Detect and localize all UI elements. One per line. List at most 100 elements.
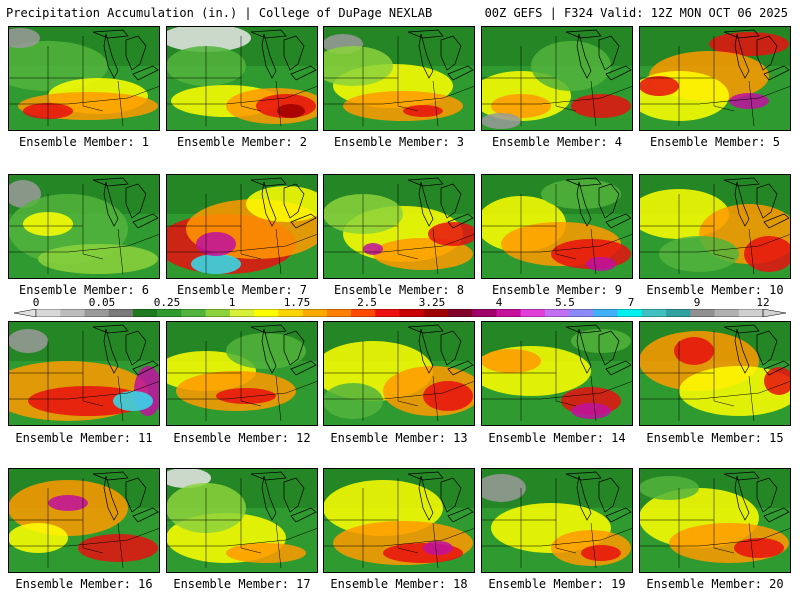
ensemble-panel	[8, 321, 160, 426]
ensemble-member-label: Ensemble Member: 18	[330, 577, 468, 591]
ensemble-member-label: Ensemble Member: 3	[333, 135, 465, 149]
colorbar-swatch	[593, 309, 618, 317]
ensemble-member-label: Ensemble Member: 17	[173, 577, 311, 591]
ensemble-member-label: Ensemble Member: 6	[18, 283, 150, 297]
legend-tick-label: 5.5	[555, 296, 575, 309]
ensemble-member-label: Ensemble Member: 14	[488, 431, 626, 445]
ensemble-member-label: Ensemble Member: 11	[15, 431, 153, 445]
legend-tick-label: 12	[756, 296, 770, 309]
ensemble-panel	[166, 26, 318, 131]
precip-map	[639, 468, 791, 573]
colorbar-swatch	[84, 309, 109, 317]
ensemble-member-label: Ensemble Member: 9	[491, 283, 623, 297]
colorbar-swatch	[157, 309, 182, 317]
colorbar-swatch	[108, 309, 134, 317]
ensemble-panel	[481, 174, 633, 279]
precip-map	[481, 174, 633, 279]
precip-map	[639, 26, 791, 131]
ensemble-member-label: Ensemble Member: 20	[646, 577, 784, 591]
legend-tick-label: 1	[228, 296, 236, 309]
ensemble-panel	[166, 174, 318, 279]
colorbar-swatch	[641, 309, 667, 317]
precip-map	[166, 26, 318, 131]
colorbar-swatch	[302, 309, 328, 317]
ensemble-panel	[639, 321, 791, 426]
colorbar-swatch	[399, 309, 425, 317]
precip-map	[8, 26, 160, 131]
colorbar-swatch	[738, 309, 764, 317]
colorbar-right-arrow	[762, 309, 787, 317]
colorbar-swatch	[351, 309, 376, 317]
ensemble-member-label: Ensemble Member: 5	[649, 135, 781, 149]
colorbar-left-arrow	[13, 309, 37, 317]
legend-tick-label: 0.05	[88, 296, 116, 309]
ensemble-panel	[323, 174, 475, 279]
precip-map	[323, 174, 475, 279]
legend-tick-label: 7	[627, 296, 635, 309]
colorbar-swatch	[326, 309, 352, 317]
colorbar-swatch	[496, 309, 521, 317]
colorbar-swatch	[690, 309, 715, 317]
page-title: Precipitation Accumulation (in.) | Colle…	[6, 6, 433, 20]
colorbar-swatch	[132, 309, 158, 317]
ensemble-member-label: Ensemble Member: 7	[176, 283, 308, 297]
ensemble-panel	[8, 468, 160, 573]
legend-tick-label: 3.25	[418, 296, 446, 309]
precip-map	[323, 26, 475, 131]
legend-tick-label: 2.5	[357, 296, 377, 309]
ensemble-panel	[481, 321, 633, 426]
precip-legend: 0 0.05 0.25 1 1.75 2.5 3.25 4 5.5 7 9 12	[0, 296, 800, 320]
precip-map	[8, 174, 160, 279]
precip-map	[166, 321, 318, 426]
precip-map	[323, 468, 475, 573]
ensemble-member-label: Ensemble Member: 16	[15, 577, 153, 591]
ensemble-member-label: Ensemble Member: 8	[333, 283, 465, 297]
ensemble-member-label: Ensemble Member: 19	[488, 577, 626, 591]
colorbar-swatch	[36, 309, 61, 317]
precip-map	[166, 174, 318, 279]
colorbar-swatch	[375, 309, 400, 317]
colorbar-swatch	[544, 309, 570, 317]
ensemble-member-label: Ensemble Member: 2	[176, 135, 308, 149]
precip-map	[639, 174, 791, 279]
precip-map	[481, 26, 633, 131]
ensemble-member-label: Ensemble Member: 1	[18, 135, 150, 149]
ensemble-panel	[639, 174, 791, 279]
ensemble-panel	[8, 174, 160, 279]
ensemble-panel	[166, 321, 318, 426]
legend-tick-label: 1.75	[283, 296, 311, 309]
colorbar-swatch	[666, 309, 691, 317]
precip-map	[8, 468, 160, 573]
ensemble-panel	[639, 26, 791, 131]
precip-map	[166, 468, 318, 573]
colorbar-swatch	[569, 309, 594, 317]
legend-tick-label: 4	[495, 296, 503, 309]
ensemble-panel	[323, 26, 475, 131]
ensemble-panel	[481, 26, 633, 131]
ensemble-panel	[323, 468, 475, 573]
ensemble-member-label: Ensemble Member: 4	[491, 135, 623, 149]
ensemble-panel	[639, 468, 791, 573]
colorbar-swatch	[229, 309, 255, 317]
ensemble-panel	[166, 468, 318, 573]
ensemble-member-label: Ensemble Member: 12	[173, 431, 311, 445]
legend-tick-label: 0.25	[153, 296, 181, 309]
ensemble-panel	[8, 26, 160, 131]
legend-tick-label: 9	[693, 296, 701, 309]
colorbar-swatch	[423, 309, 449, 317]
colorbar	[13, 309, 787, 317]
precip-map	[639, 321, 791, 426]
colorbar-swatch	[181, 309, 206, 317]
ensemble-member-label: Ensemble Member: 10	[646, 283, 784, 297]
ensemble-panel	[481, 468, 633, 573]
legend-tick-label: 0	[32, 296, 40, 309]
ensemble-member-label: Ensemble Member: 15	[646, 431, 784, 445]
colorbar-swatch	[472, 309, 497, 317]
ensemble-member-label: Ensemble Member: 13	[330, 431, 468, 445]
colorbar-swatch	[714, 309, 740, 317]
run-info: 00Z GEFS | F324 Valid: 12Z MON OCT 06 20…	[484, 6, 788, 20]
precip-map	[8, 321, 160, 426]
colorbar-swatch	[447, 309, 473, 317]
ensemble-panel	[323, 321, 475, 426]
colorbar-swatch	[254, 309, 279, 317]
